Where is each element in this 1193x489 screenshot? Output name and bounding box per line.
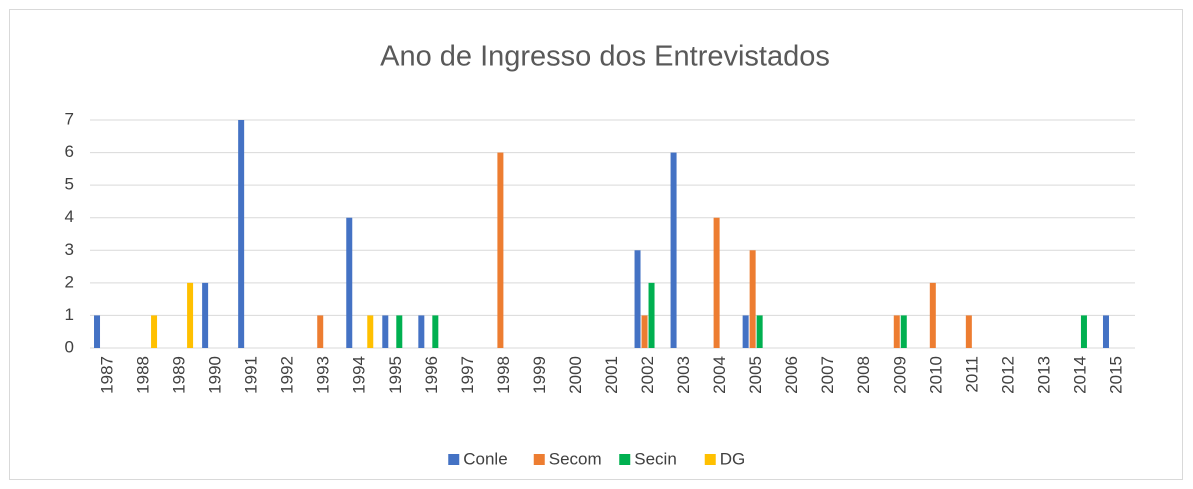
x-tick-label: 1999	[530, 356, 549, 394]
x-tick-label: 2001	[602, 356, 621, 394]
bar	[929, 282, 936, 348]
bar	[742, 315, 749, 348]
bar	[670, 152, 677, 348]
x-tick-label: 2009	[890, 356, 909, 394]
x-tick-label: 1990	[206, 356, 225, 394]
x-tick-label: 2002	[638, 356, 657, 394]
bar	[648, 282, 655, 348]
x-tick-label: 1991	[242, 356, 261, 394]
bar	[893, 315, 900, 348]
bar	[317, 315, 324, 348]
x-tick-label: 1997	[458, 356, 477, 394]
x-tick-label: 2012	[998, 356, 1017, 394]
x-tick-label: 1998	[494, 356, 513, 394]
x-tick-label: 2000	[566, 356, 585, 394]
bar	[367, 315, 374, 348]
legend-swatch	[448, 454, 460, 465]
y-tick-label: 2	[65, 272, 74, 291]
bar	[641, 315, 648, 348]
x-tick-label: 2011	[962, 356, 981, 393]
x-tick-label: 1993	[314, 356, 333, 394]
legend-swatch	[704, 454, 716, 465]
x-tick-label: 2010	[926, 356, 945, 394]
x-tick-label: 1996	[422, 356, 441, 394]
y-tick-label: 7	[65, 109, 74, 128]
bar	[418, 315, 425, 348]
x-tick-label: 2014	[1070, 356, 1089, 394]
x-tick-label: 2006	[782, 356, 801, 394]
x-tick-label: 2013	[1034, 356, 1053, 394]
y-tick-label: 0	[65, 337, 74, 356]
bar	[900, 315, 907, 348]
x-tick-label: 2015	[1106, 356, 1125, 394]
bar	[94, 315, 101, 348]
bar	[1080, 315, 1087, 348]
bar	[202, 282, 209, 348]
bar	[396, 315, 403, 348]
x-tick-label: 1995	[386, 356, 405, 394]
y-tick-label: 6	[65, 142, 74, 161]
bar	[432, 315, 439, 348]
bar	[756, 315, 763, 348]
bar	[151, 315, 158, 348]
legend-swatch	[533, 454, 545, 465]
y-tick-label: 3	[65, 240, 74, 259]
legend-label: DG	[720, 449, 746, 468]
x-tick-label: 2004	[710, 356, 729, 394]
y-tick-label: 5	[65, 175, 74, 194]
chart-border	[9, 9, 1183, 480]
legend-label: Secom	[549, 449, 602, 468]
x-tick-label: 1988	[134, 356, 153, 394]
x-tick-label: 1992	[278, 356, 297, 394]
bar	[238, 120, 245, 348]
x-tick-label: 1989	[170, 356, 189, 394]
bar	[187, 282, 194, 348]
y-tick-label: 1	[65, 305, 74, 324]
bar	[382, 315, 389, 348]
bar	[346, 217, 353, 348]
x-tick-label: 1994	[350, 356, 369, 394]
x-tick-label: 2007	[818, 356, 837, 394]
legend-label: Secin	[634, 449, 677, 468]
bar	[1102, 315, 1109, 348]
x-tick-label: 1987	[98, 356, 117, 394]
y-tick-label: 4	[65, 207, 74, 226]
legend-swatch	[619, 454, 631, 465]
bar	[634, 250, 641, 348]
bar	[497, 152, 504, 348]
x-tick-label: 2008	[854, 356, 873, 394]
legend-label: Conle	[463, 449, 507, 468]
bar	[965, 315, 972, 348]
bar	[713, 217, 720, 348]
x-tick-label: 2005	[746, 356, 765, 394]
bar	[749, 250, 756, 348]
chart-title: Ano de Ingresso dos Entrevistados	[380, 41, 830, 73]
x-tick-label: 2003	[674, 356, 693, 394]
